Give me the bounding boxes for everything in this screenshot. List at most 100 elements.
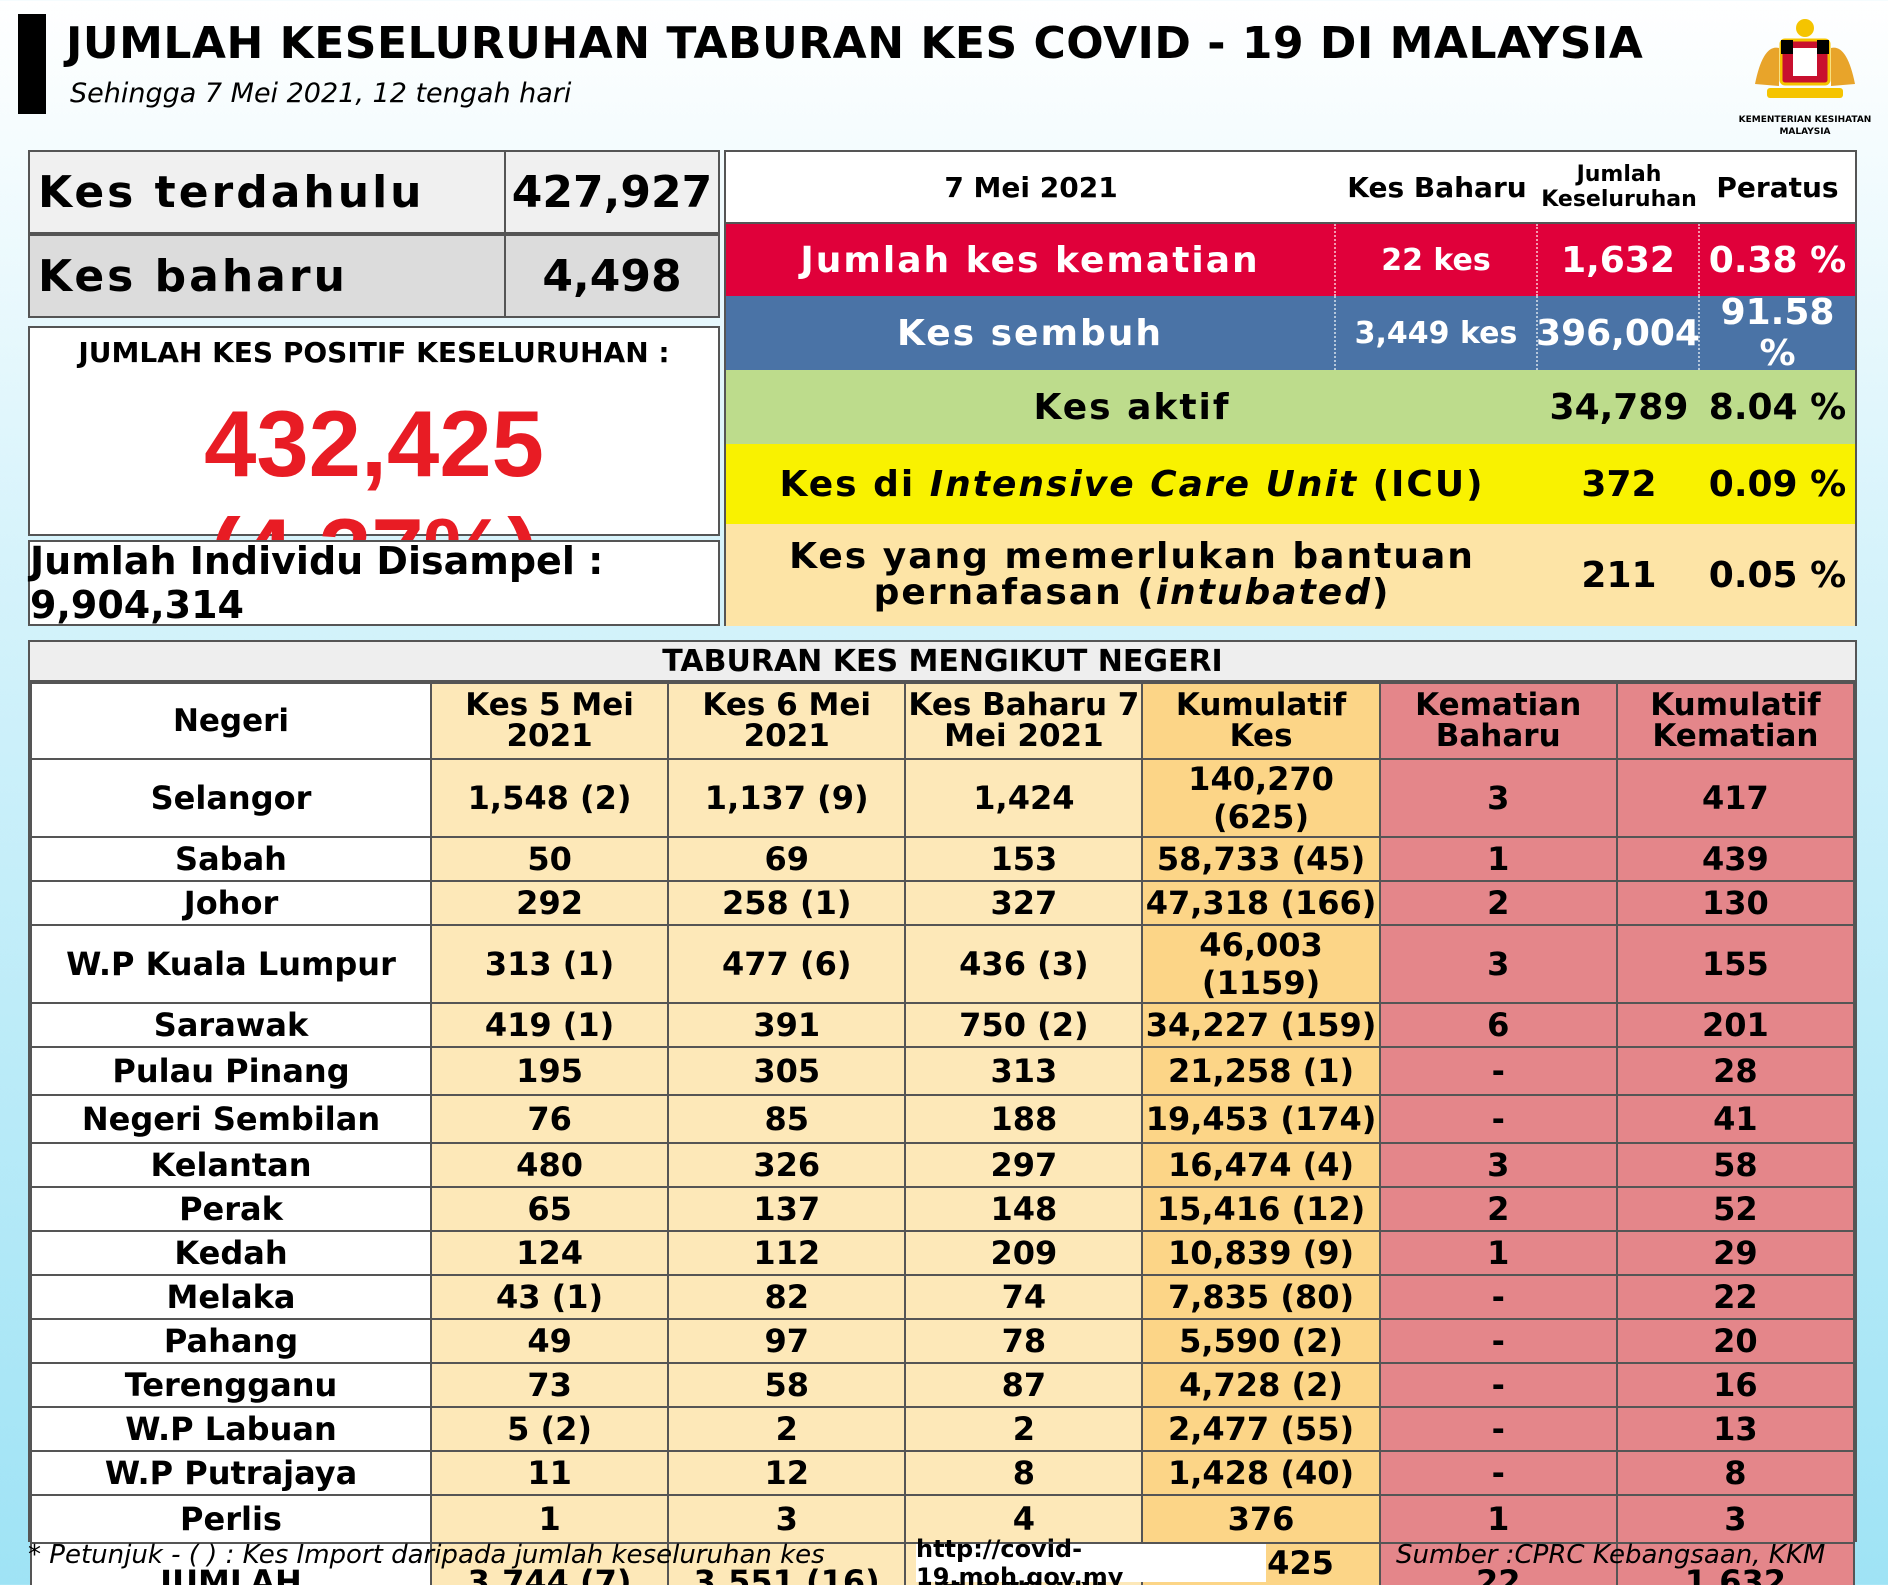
cell-new-cases-7-may: 327	[904, 880, 1144, 926]
cell-new-cases-7-may: 4	[904, 1494, 1144, 1544]
cell-cumulative-deaths: 22	[1615, 1274, 1856, 1320]
cell-state: JUMLAH	[30, 1542, 432, 1585]
cell-cumulative-cases: 21,258 (1)	[1141, 1046, 1381, 1096]
previous-cases-value: 427,927	[511, 166, 713, 218]
cell-cumulative-cases: 2,477 (55)	[1141, 1406, 1381, 1452]
cell-new-cases-7-may: 209	[904, 1230, 1144, 1276]
cell-new-deaths: -	[1378, 1274, 1618, 1320]
icu-label: Kes di Intensive Care Unit (ICU)	[726, 444, 1538, 524]
cell-cumulative-deaths: 3	[1615, 1494, 1856, 1544]
cell-new-cases-7-may: 87	[904, 1362, 1144, 1408]
col-percent: Peratus	[1716, 170, 1839, 204]
intubated-label: Kes yang memerlukan bantuan pernafasan (…	[726, 524, 1538, 626]
cell-state: W.P Labuan	[30, 1406, 432, 1452]
summary-header-row: 7 Mei 2021 Kes Baharu Jumlah Keseluruhan…	[726, 152, 1855, 224]
cell-cases-5-may: 480	[429, 1142, 670, 1188]
cell-cumulative-deaths: 20	[1615, 1318, 1856, 1364]
cell-cases-6-may: 258 (1)	[667, 880, 907, 926]
cell-cumulative-deaths: 52	[1615, 1186, 1856, 1232]
col-new-deaths: Kematian Baharu	[1378, 682, 1618, 760]
cell-cumulative-deaths: 439	[1615, 836, 1856, 882]
table-row: W.P Putrajaya 11 12 8 1,428 (40) -8	[30, 1450, 1856, 1496]
deaths-percent: 0.38 %	[1708, 239, 1847, 281]
deaths-row: Jumlah kes kematian 22 kes 1,632 0.38 %	[726, 224, 1855, 296]
cell-cumulative-deaths: 58	[1615, 1142, 1856, 1188]
table-row: Johor 292 258 (1) 327 47,318 (166) 2 130	[30, 880, 1856, 926]
active-row: Kes aktif 34,789 8.04 %	[726, 370, 1855, 444]
recovered-percent: 91.58 %	[1720, 292, 1835, 374]
cell-cumulative-deaths: 1,632	[1615, 1542, 1856, 1585]
cell-state: Sabah	[30, 836, 432, 882]
cell-cases-5-may: 313 (1)	[429, 924, 670, 1004]
cell-new-cases-7-may: 8	[904, 1450, 1144, 1496]
cell-new-cases-7-may: 78	[904, 1318, 1144, 1364]
footer-url[interactable]: http://covid-19.moh.gov.my	[916, 1535, 1266, 1585]
cell-cases-6-may: 69	[667, 836, 907, 882]
cell-state: Kedah	[30, 1230, 432, 1276]
cell-state: Kelantan	[30, 1142, 432, 1188]
cell-cumulative-deaths: 417	[1615, 758, 1856, 838]
cell-cumulative-cases: 376	[1141, 1494, 1381, 1544]
title-accent-bar	[18, 14, 46, 114]
cell-cumulative-deaths: 130	[1615, 880, 1856, 926]
cell-cases-6-may: 82	[667, 1274, 907, 1320]
logo-text-2: MALAYSIA	[1779, 127, 1831, 137]
cell-new-deaths: 22	[1378, 1542, 1618, 1585]
table-row: Sabah 50 69 153 58,733 (45) 1 439	[30, 836, 1856, 882]
cell-cases-6-may: 305	[667, 1046, 907, 1096]
cell-cumulative-deaths: 41	[1615, 1094, 1856, 1144]
cell-new-cases-7-may: 2	[904, 1406, 1144, 1452]
new-cases-label: Kes baharu	[30, 236, 506, 316]
cell-new-cases-7-may: 148	[904, 1186, 1144, 1232]
cell-state: Selangor	[30, 758, 432, 838]
intubated-row: Kes yang memerlukan bantuan pernafasan (…	[726, 524, 1855, 626]
cell-new-deaths: 3	[1378, 924, 1618, 1004]
cell-cumulative-cases: 10,839 (9)	[1141, 1230, 1381, 1276]
cell-cases-6-may: 58	[667, 1362, 907, 1408]
cell-cumulative-cases: 1,428 (40)	[1141, 1450, 1381, 1496]
cell-cases-6-may: 97	[667, 1318, 907, 1364]
cell-cumulative-deaths: 155	[1615, 924, 1856, 1004]
active-percent: 8.04 %	[1708, 386, 1847, 428]
intubated-label-line1: Kes yang memerlukan bantuan	[789, 536, 1475, 577]
cell-new-cases-7-may: 153	[904, 836, 1144, 882]
intubated-label-line2: pernafasan (intubated)	[874, 575, 1391, 611]
intubated-percent: 0.05 %	[1708, 554, 1847, 596]
cell-new-deaths: 3	[1378, 758, 1618, 838]
cell-new-deaths: -	[1378, 1362, 1618, 1408]
page-title: JUMLAH KESELURUHAN TABURAN KES COVID - 1…	[66, 18, 1644, 69]
cell-cases-6-may: 12	[667, 1450, 907, 1496]
intubated-total: 211	[1581, 554, 1657, 596]
deaths-label: Jumlah kes kematian	[726, 224, 1336, 296]
state-table-body: Selangor 1,548 (2) 1,137 (9) 1,424 140,270 (…	[30, 758, 1856, 1585]
recovered-row: Kes sembuh 3,449 kes 396,004 91.58 %	[726, 292, 1855, 374]
cell-state: Negeri Sembilan	[30, 1094, 432, 1144]
total-positive-label: JUMLAH KES POSITIF KESELURUHAN :	[78, 336, 670, 369]
cell-cumulative-cases: 140,270 (625)	[1141, 758, 1381, 838]
intubated-label-prefix: pernafasan (	[873, 572, 1156, 613]
icu-row: Kes di Intensive Care Unit (ICU) 372 0.0…	[726, 444, 1855, 524]
cell-cumulative-cases: 5,590 (2)	[1141, 1318, 1381, 1364]
icu-label-emphasis: Intensive Care Unit	[929, 463, 1359, 505]
cell-state: Perlis	[30, 1494, 432, 1544]
cell-new-cases-7-may: 313	[904, 1046, 1144, 1096]
summary-date: 7 Mei 2021	[944, 170, 1118, 204]
col-new-cases: Kes Baharu	[1347, 170, 1527, 204]
cell-cumulative-cases: 15,416 (12)	[1141, 1186, 1381, 1232]
cell-state: W.P Putrajaya	[30, 1450, 432, 1496]
new-cases-row: Kes baharu 4,498	[28, 234, 720, 318]
cell-cumulative-deaths: 28	[1615, 1046, 1856, 1096]
cell-new-deaths: 1	[1378, 1494, 1618, 1544]
cell-new-deaths: -	[1378, 1450, 1618, 1496]
icu-label-suffix: (ICU)	[1358, 463, 1485, 505]
cell-cumulative-cases: 4,728 (2)	[1141, 1362, 1381, 1408]
col-new-cases-7-may: Kes Baharu 7 Mei 2021	[904, 682, 1144, 760]
cell-new-deaths: 2	[1378, 880, 1618, 926]
ministry-logo: KEMENTERIAN KESIHATAN MALAYSIA	[1730, 14, 1880, 144]
cell-cases-5-may: 1	[429, 1494, 670, 1544]
previous-cases-label: Kes terdahulu	[30, 152, 506, 232]
cell-cumulative-deaths: 13	[1615, 1406, 1856, 1452]
intubated-label-emphasis: intubated	[1155, 572, 1372, 613]
cell-cases-5-may: 76	[429, 1094, 670, 1144]
cell-cases-6-may: 85	[667, 1094, 907, 1144]
